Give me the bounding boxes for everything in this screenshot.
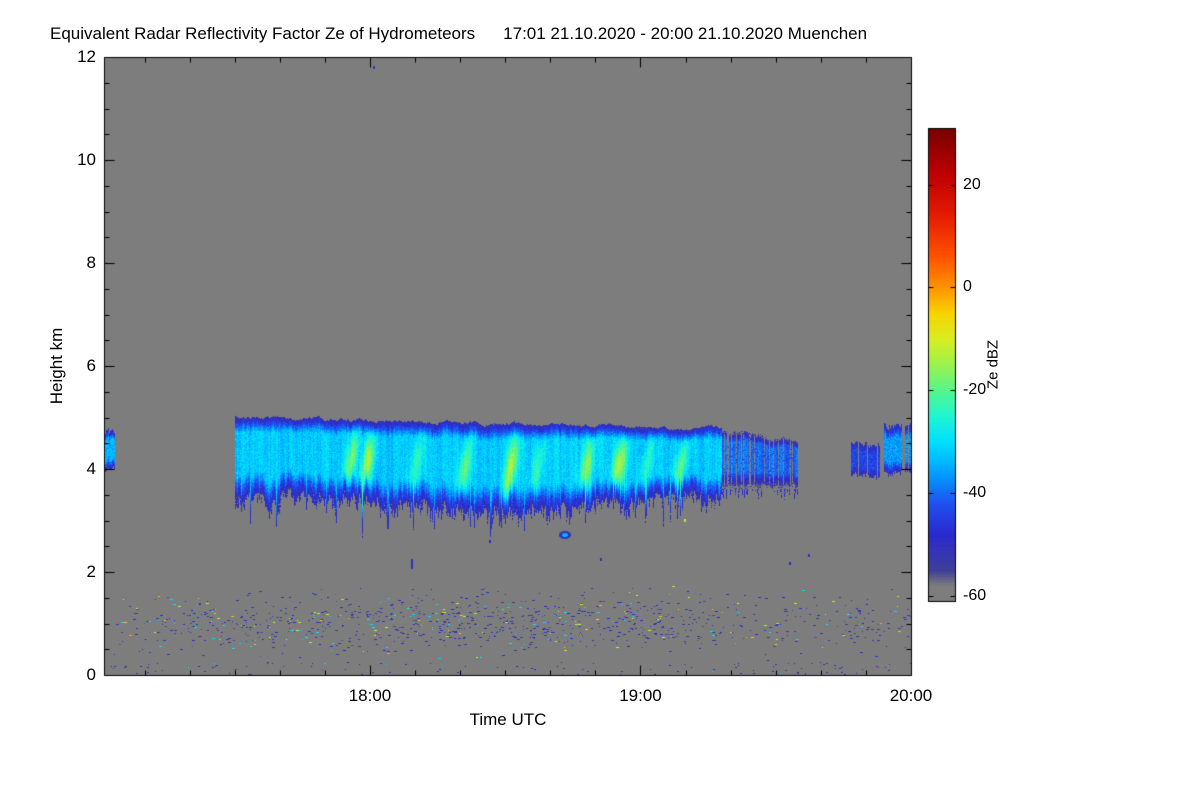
y-tick-label: 4 xyxy=(86,459,96,478)
colorbar-tick-label: 20 xyxy=(963,175,981,193)
x-tick-label: 19:00 xyxy=(619,686,662,705)
y-tick-label: 6 xyxy=(86,356,96,375)
colorbar-tick-label: 0 xyxy=(963,278,972,296)
figure-title-row: Equivalent Radar Reflectivity Factor Ze … xyxy=(50,24,867,44)
y-tick-label: 2 xyxy=(86,562,96,581)
colorbar-tick-label: -60 xyxy=(963,586,987,604)
date-range-label: 17:01 21.10.2020 - 20:00 21.10.2020 Muen… xyxy=(503,24,868,43)
y-tick-label: 12 xyxy=(77,47,96,66)
colorbar-tick-label: -40 xyxy=(963,484,987,502)
page-title: Equivalent Radar Reflectivity Factor Ze … xyxy=(50,24,476,43)
y-tick-label: 8 xyxy=(86,253,96,272)
x-tick-label: 20:00 xyxy=(889,686,933,705)
y-tick-label: 0 xyxy=(86,665,96,684)
x-tick-label: 18:00 xyxy=(348,686,392,705)
colorbar-tick-label: -20 xyxy=(963,381,987,399)
y-tick-label: 10 xyxy=(77,150,96,169)
x-axis-label: Time UTC xyxy=(469,710,547,729)
